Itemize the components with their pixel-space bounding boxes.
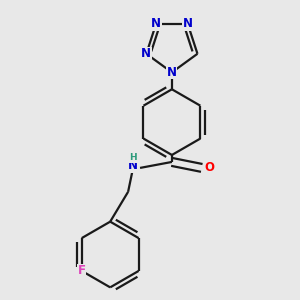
Text: O: O [205, 161, 215, 174]
Text: F: F [78, 264, 86, 278]
Text: N: N [128, 159, 138, 172]
Text: N: N [141, 47, 151, 60]
Text: N: N [151, 17, 161, 30]
Text: N: N [183, 17, 193, 30]
Text: H: H [129, 154, 137, 163]
Text: N: N [167, 66, 177, 79]
